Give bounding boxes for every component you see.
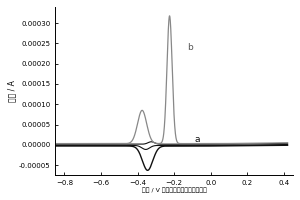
X-axis label: 电位 / V （相对氧化铝复合比电极）: 电位 / V （相对氧化铝复合比电极） [142,187,207,193]
Text: a: a [194,135,200,144]
Y-axis label: 电流 / A: 电流 / A [7,80,16,102]
Text: b: b [187,43,193,52]
